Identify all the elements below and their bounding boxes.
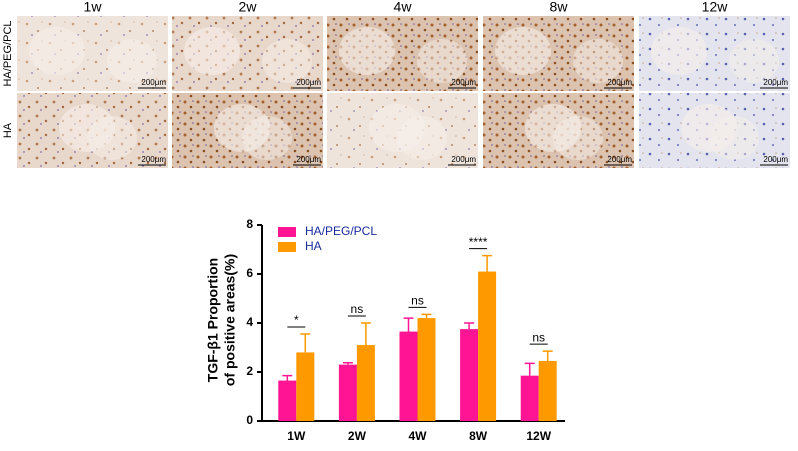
legend-label: HA/PEG/PCL (305, 224, 377, 238)
tissue-region (29, 27, 85, 75)
bar (296, 352, 315, 421)
x-tick-label: 1W (287, 429, 306, 443)
tissue-region (107, 39, 157, 83)
scale-bar-label: 200μm (763, 78, 788, 87)
column-label: 1w (84, 0, 103, 15)
tissue-region (729, 39, 779, 83)
x-tick-label: 12W (526, 429, 551, 443)
error-bar (524, 362, 535, 376)
chart: 0 2 4 6 8 TGF-β1 Proportion of positive areas(… (205, 217, 565, 443)
significance-label: * (294, 313, 299, 327)
y-tick-label: 4 (246, 315, 253, 329)
tissue-region (709, 116, 759, 160)
scale-bar-label: 200μm (763, 155, 788, 164)
tissue-region (417, 39, 467, 83)
error-bar (342, 361, 353, 365)
row-label: HA (2, 122, 14, 138)
tissue-region (495, 27, 551, 75)
bar (460, 329, 479, 421)
significance-label: **** (469, 235, 488, 249)
bar (399, 331, 418, 421)
significance-label: ns (411, 294, 424, 308)
tissue-region (573, 39, 623, 83)
error-bar (282, 374, 293, 381)
row-label: HA/PEG/PCL (2, 20, 14, 86)
column-label: 4w (394, 0, 413, 15)
bar (417, 318, 436, 421)
y-tick-label: 0 (246, 413, 253, 427)
y-tick-label: 6 (246, 266, 253, 280)
tissue-region (397, 116, 447, 160)
error-bar (464, 322, 475, 330)
error-bar (482, 254, 493, 272)
bar (478, 271, 497, 421)
bar (356, 345, 375, 421)
legend-swatch (278, 242, 296, 252)
scale-bar-label: 200μm (296, 78, 321, 87)
scale-bar-label: 200μm (296, 155, 321, 164)
tissue-region (553, 116, 603, 160)
scale-bar-label: 200μm (141, 78, 166, 87)
image-grid: 1w 200μm 200μm 2w 200μm 200μm 4w 200μm 200μm 8w 20… (2, 0, 790, 168)
x-tick-label: 4W (409, 429, 428, 443)
tissue-region (184, 27, 240, 75)
scale-bar-label: 200μm (451, 155, 476, 164)
x-tick-label: 2W (348, 429, 367, 443)
bar (538, 360, 557, 421)
scale-bar-label: 200μm (451, 78, 476, 87)
significance-label: ns (532, 330, 545, 344)
tissue-region (87, 116, 137, 160)
legend-swatch (278, 227, 296, 237)
column-label: 12w (702, 0, 729, 15)
column-label: 8w (550, 0, 569, 15)
error-bar (360, 322, 371, 346)
tissue-region (262, 39, 312, 83)
column-label: 2w (239, 0, 258, 15)
y-tick-label: 8 (246, 217, 253, 231)
error-bar (403, 317, 414, 332)
x-tick-label: 8W (469, 429, 488, 443)
scale-bar-label: 200μm (607, 78, 632, 87)
legend-label: HA (305, 239, 322, 253)
tissue-region (242, 116, 292, 160)
bar (278, 380, 297, 421)
scale-bar-label: 200μm (141, 155, 166, 164)
significance-label: ns (351, 302, 364, 316)
tissue-region (339, 27, 395, 75)
y-axis-label: TGF-β1 Proportion (205, 258, 221, 382)
error-bar (421, 313, 432, 319)
tissue-region (651, 27, 707, 75)
y-axis-label: of positive areas(%) (222, 254, 238, 386)
y-tick-label: 2 (246, 364, 253, 378)
bar (520, 375, 539, 421)
error-bar (542, 350, 553, 361)
error-bar (300, 333, 311, 353)
scale-bar-label: 200μm (607, 155, 632, 164)
bar (338, 364, 357, 421)
